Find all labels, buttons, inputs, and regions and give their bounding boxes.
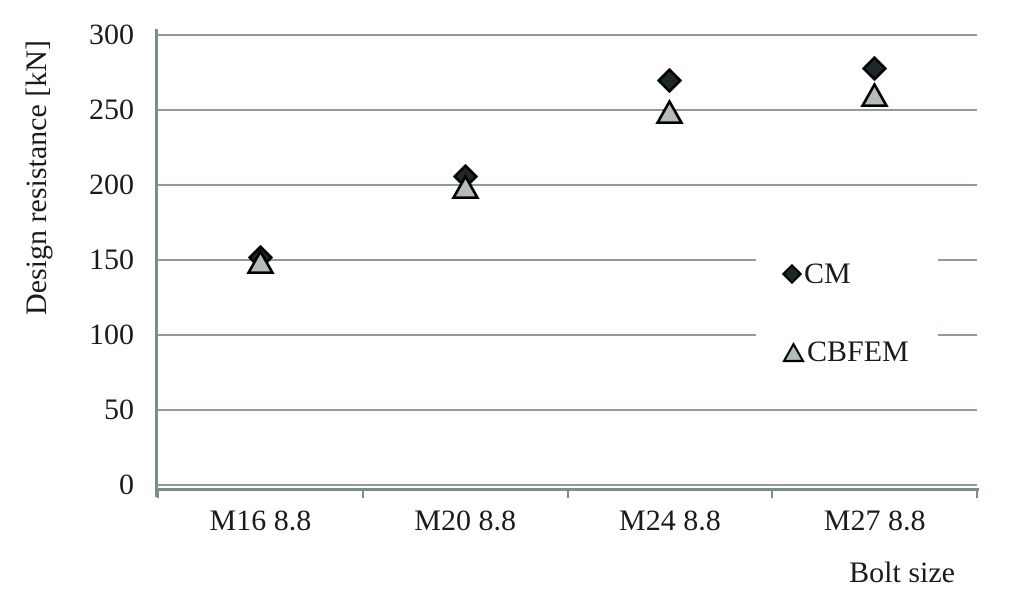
y-tick-label-200: 200	[89, 168, 134, 201]
triangle-icon	[782, 341, 805, 363]
marker-cbfem-1	[246, 248, 275, 275]
gridline-200	[158, 184, 977, 186]
marker-cm-4	[861, 55, 888, 81]
gridline-0	[158, 484, 977, 486]
gridline-250	[158, 109, 977, 111]
marker-cm-3	[657, 67, 683, 93]
y-tick-label-250: 250	[89, 93, 134, 126]
y-tick-label-100: 100	[89, 318, 134, 351]
gridline-300	[158, 34, 977, 36]
diamond-icon	[782, 264, 802, 284]
y-tick-label-150: 150	[89, 243, 134, 276]
legend-label-cm: CM	[804, 257, 851, 290]
x-axis-tick-4	[976, 491, 978, 498]
diamond-icon	[861, 55, 888, 81]
y-tick-label-300: 300	[89, 18, 134, 51]
triangle-icon	[860, 81, 889, 108]
x-axis-tick-0	[157, 491, 159, 498]
x-tick-label-4: M27 8.8	[823, 504, 926, 537]
diamond-icon	[782, 264, 802, 284]
x-tick-label-2: M20 8.8	[414, 504, 516, 537]
x-axis-title: Bolt size	[849, 556, 955, 589]
x-tick-label-1: M16 8.8	[209, 504, 312, 537]
gridline-50	[158, 409, 977, 411]
diamond-icon	[657, 67, 683, 93]
legend: CM CBFEM	[756, 246, 938, 398]
y-tick-label-50: 50	[104, 393, 134, 426]
triangle-icon	[450, 173, 480, 199]
x-axis-tick-1	[361, 491, 364, 498]
triangle-icon	[655, 98, 685, 124]
y-tick-label-0: 0	[119, 468, 134, 501]
x-axis-tick-3	[771, 491, 774, 498]
gridline-150	[158, 259, 977, 261]
legend-item-cm: CM	[756, 255, 851, 293]
marker-cbfem-2	[450, 173, 480, 200]
triangle-icon	[246, 248, 275, 274]
marker-cbfem-4	[860, 81, 889, 108]
x-axis-line	[155, 488, 979, 491]
marker-cbfem-3	[655, 98, 685, 125]
x-axis-tick-2	[566, 491, 569, 498]
x-tick-label-3: M24 8.8	[619, 504, 721, 537]
triangle-icon	[782, 341, 805, 362]
legend-label-cbfem: CBFEM	[807, 335, 909, 368]
legend-item-cbfem: CBFEM	[756, 333, 909, 371]
gridline-100	[158, 334, 977, 336]
y-axis-line	[155, 29, 158, 497]
